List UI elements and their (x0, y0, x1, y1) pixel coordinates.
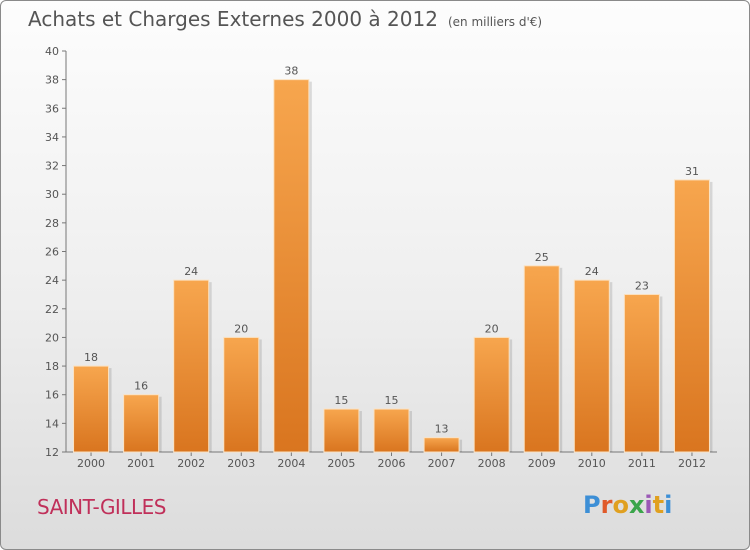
x-tick-label: 2004 (277, 457, 305, 470)
logo-letter: i (644, 491, 653, 519)
proxiti-logo: Proxiti (583, 491, 672, 519)
bar-2001 (123, 394, 160, 453)
bar-2004 (273, 79, 310, 453)
chart-bars (73, 79, 713, 453)
logo-letter: t (652, 491, 665, 519)
bar-2011 (623, 293, 660, 453)
bar-2005 (323, 408, 360, 453)
bar-2012 (673, 179, 710, 453)
x-tick-label: 2000 (77, 457, 105, 470)
logo-letter: i (664, 491, 673, 519)
bar-2008 (473, 336, 510, 453)
value-label: 16 (134, 380, 148, 393)
x-tick-label: 2001 (127, 457, 155, 470)
value-label: 23 (635, 279, 649, 292)
value-label: 20 (485, 322, 499, 335)
value-label: 15 (385, 394, 399, 407)
value-label: 18 (84, 351, 98, 364)
y-tick-label: 26 (45, 246, 59, 259)
value-label: 31 (685, 165, 699, 178)
city-name: SAINT-GILLES (37, 495, 166, 519)
x-tick-label: 2010 (578, 457, 606, 470)
y-tick-label: 30 (45, 188, 59, 201)
bar-2006 (373, 408, 410, 453)
y-tick-label: 34 (45, 131, 59, 144)
y-tick-label: 36 (45, 102, 59, 115)
value-label: 24 (585, 265, 599, 278)
y-tick-label: 18 (45, 360, 59, 373)
logo-letter: o (612, 491, 629, 519)
value-label: 13 (435, 423, 449, 436)
bar-2007 (423, 437, 460, 453)
y-tick-label: 40 (45, 45, 59, 58)
chart-title: Achats et Charges Externes 2000 à 2012 (28, 7, 438, 31)
y-tick-label: 20 (45, 331, 59, 344)
logo-letter: r (600, 491, 613, 519)
x-tick-label: 2009 (528, 457, 556, 470)
chart-subtitle: (en milliers d'€) (447, 15, 543, 29)
value-label: 15 (334, 394, 348, 407)
y-tick-label: 32 (45, 160, 59, 173)
value-label: 24 (184, 265, 198, 278)
bar-2010 (573, 279, 610, 453)
x-tick-label: 2003 (227, 457, 255, 470)
logo-letter: P (583, 491, 601, 519)
x-tick-label: 2011 (628, 457, 656, 470)
x-tick-label: 2012 (678, 457, 706, 470)
y-tick-label: 12 (45, 446, 59, 459)
y-tick-label: 28 (45, 217, 59, 230)
value-label: 38 (284, 65, 298, 78)
y-tick-label: 16 (45, 389, 59, 402)
chart-labels: 18 2000 16 2001 24 2002 20 2003 38 2004 15 2005 15 20… (77, 65, 706, 470)
x-tick-label: 2002 (177, 457, 205, 470)
y-tick-label: 22 (45, 303, 59, 316)
logo-letter: x (628, 491, 645, 519)
x-tick-label: 2008 (478, 457, 506, 470)
y-tick-label: 14 (45, 417, 59, 430)
bar-2009 (523, 265, 560, 453)
chart-axes: 12 14 16 18 20 22 24 26 28 30 32 34 36 38 40 (45, 45, 717, 459)
bar-2003 (223, 336, 260, 453)
x-tick-label: 2007 (428, 457, 456, 470)
value-label: 20 (234, 322, 248, 335)
x-tick-label: 2005 (327, 457, 355, 470)
title-row: Achats et Charges Externes 2000 à 2012 (e… (28, 7, 542, 31)
y-tick-label: 38 (45, 74, 59, 87)
x-tick-label: 2006 (378, 457, 406, 470)
bar-2000 (73, 365, 110, 453)
bar-2002 (173, 279, 210, 453)
value-label: 25 (535, 251, 549, 264)
y-tick-label: 24 (45, 274, 59, 287)
